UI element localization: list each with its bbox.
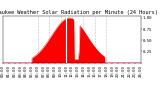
Title: Milwaukee Weather Solar Radiation per Minute (24 Hours): Milwaukee Weather Solar Radiation per Mi…: [0, 10, 158, 15]
